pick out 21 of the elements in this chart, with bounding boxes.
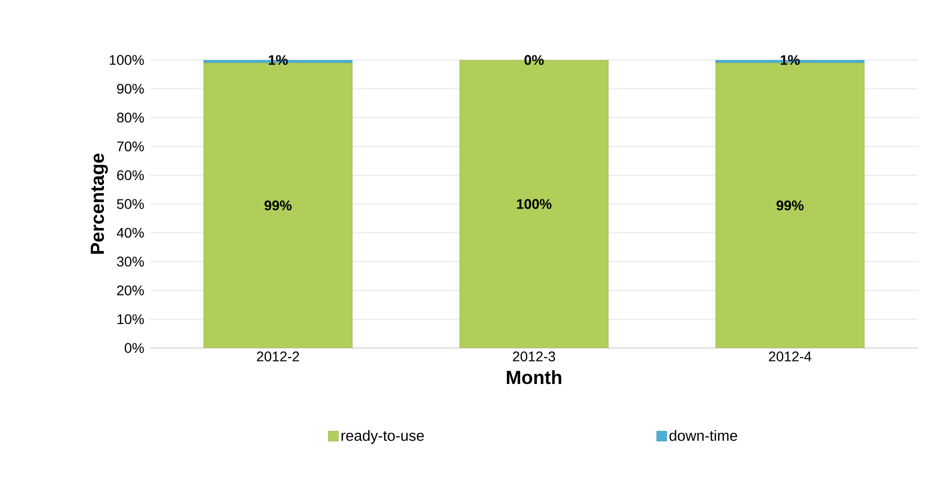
y-tick-label: 90%: [117, 84, 144, 94]
x-tick-label: 2012-3: [512, 352, 556, 362]
y-tick-label: 10%: [118, 314, 144, 324]
data-label: 99%: [264, 200, 292, 210]
y-tick-label: 0%: [124, 343, 144, 353]
x-tick-label: 2012-4: [768, 352, 812, 362]
y-tick-label: 30%: [116, 256, 144, 267]
data-label: 100%: [517, 199, 552, 209]
y-axis-title: Percentage: [90, 154, 108, 254]
legend-label: ready-to-use: [342, 430, 424, 444]
y-tick-label: 40%: [116, 228, 144, 238]
x-axis-title: Month: [506, 370, 562, 384]
y-tick-label: 80%: [117, 112, 144, 123]
data-label: 99%: [776, 200, 804, 210]
y-tick-label: 50%: [117, 199, 144, 209]
legend-label: down-time: [670, 430, 738, 441]
y-tick-label: 20%: [117, 285, 144, 296]
y-tick-label: 70%: [117, 141, 144, 152]
y-tick-label: 100%: [110, 55, 144, 65]
y-tick-label: 60%: [117, 170, 144, 180]
x-tick-label: 2012-2: [256, 352, 300, 362]
